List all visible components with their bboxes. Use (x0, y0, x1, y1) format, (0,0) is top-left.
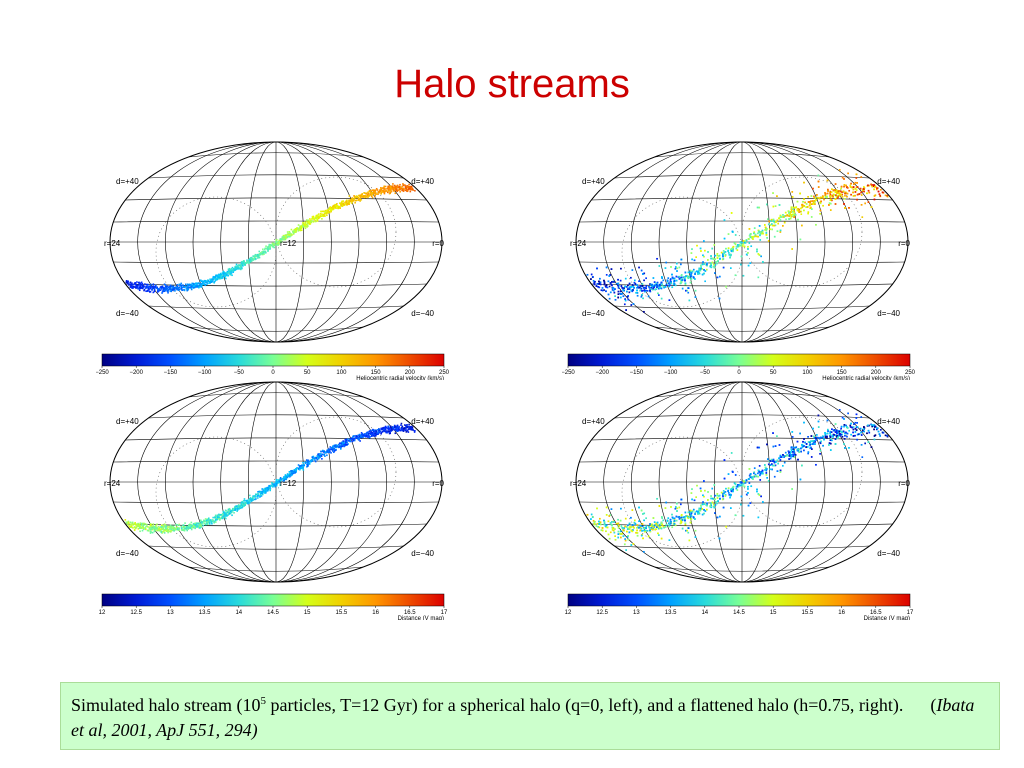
sky-map-svg: d=+40 d=+40d=−40 d=−40r=24 r=0−250 −200 −150−… (562, 141, 916, 380)
colorbar-tick-label: 13 (167, 610, 174, 616)
caption-citation: Ibata et al, 2001, ApJ 551, 294) (71, 695, 975, 740)
dec-label-south-left: d=−40 (116, 549, 139, 558)
dec-label-north-right: d=+40 (877, 417, 900, 426)
colorbar-tick-label: 100 (802, 370, 813, 376)
colorbar-tick-label: 17 (907, 610, 914, 616)
dec-label-north-left: d=+40 (116, 417, 139, 426)
colorbar-tick-label: 14 (235, 610, 242, 616)
colorbar-tick-label: 16 (372, 610, 379, 616)
colorbar-tick-label: 12 (565, 610, 572, 616)
ra-label-left: r=24 (104, 479, 121, 488)
colorbar-tick-label: 100 (336, 370, 347, 376)
dec-label-north-right: d=+40 (877, 177, 900, 186)
slide-title: Halo streams (394, 62, 630, 106)
dec-label-south-right: d=−40 (411, 549, 434, 558)
colorbar-tick-label: 0 (737, 370, 741, 376)
caption-exponent: 5 (260, 695, 266, 707)
sky-map-top-right: d=+40 d=+40 d=−40 d=−40 r=24 r=0 −250 −200 −150−… (562, 140, 922, 380)
stream-particles (124, 422, 416, 534)
dec-label-north-right: d=+40 (411, 417, 434, 426)
colorbar-tick-label: 12.5 (130, 610, 142, 616)
sky-map-svg: d=+40 d=+40d=−40 d=−40r=24 r=12 r=0−250 −200−… (96, 141, 450, 380)
colorbar-tick-label: 16 (838, 610, 845, 616)
colorbar-tick-label: 50 (304, 370, 311, 376)
colorbar-tick-label: 50 (770, 370, 777, 376)
colorbar: 12 12.5 13 13.5 14 14.5 15 15.5 16 16.5 17Distance… (99, 593, 448, 620)
colorbar-tick-label: −50 (700, 370, 711, 376)
colorbar-tick-label: −200 (595, 370, 609, 376)
colorbar-tick-label: 0 (271, 370, 275, 376)
colorbar-tick-label: −200 (129, 370, 143, 376)
colorbar-tick-label: 200 (871, 370, 882, 376)
dec-label-north-left: d=+40 (116, 177, 139, 186)
colorbar-tick-label: 16.5 (404, 610, 416, 616)
colorbar-tick-label: 15 (304, 610, 311, 616)
ra-label-right: r=0 (898, 479, 910, 488)
colorbar-tick-label: 13.5 (665, 610, 677, 616)
colorbar-tick-label: 15.5 (802, 610, 814, 616)
colorbar-tick-label: −250 (562, 370, 575, 376)
stream-particles (125, 183, 416, 294)
colorbar-tick-label: 17 (441, 610, 448, 616)
ra-label-mid: r=12 (280, 479, 297, 488)
caption-box: Simulated halo stream (105 particles, T=… (60, 682, 1000, 750)
colorbar-tick-label: −50 (234, 370, 245, 376)
dec-label-south-right: d=−40 (877, 309, 900, 318)
colorbar-tick-label: 250 (439, 370, 450, 376)
colorbar-label: Distance (V mag) (398, 616, 444, 620)
colorbar-tick-label: 12 (99, 610, 106, 616)
colorbar-tick-label: 200 (405, 370, 416, 376)
stream-particles (586, 169, 889, 313)
colorbar-tick-label: 250 (905, 370, 916, 376)
colorbar: −250 −200 −150 −100 −50 0 50 100 150 200 250Helioc… (96, 353, 450, 380)
sky-map-top-left: d=+40 d=+40 d=−40 d=−40 r=24 r=12 r=0 −250 −200−… (96, 140, 456, 380)
ra-label-left: r=24 (104, 239, 121, 248)
colorbar-label: Heliocentric radial velocity (km/s) (356, 376, 444, 380)
dec-label-south-right: d=−40 (877, 549, 900, 558)
dec-label-north-right: d=+40 (411, 177, 434, 186)
colorbar-label: Distance (V mag) (864, 616, 910, 620)
colorbar-tick-label: 13.5 (199, 610, 211, 616)
colorbar-tick-label: 150 (837, 370, 848, 376)
colorbar-tick-label: 13 (633, 610, 640, 616)
colorbar-tick-label: 15 (770, 610, 777, 616)
ra-label-mid: r=12 (280, 239, 297, 248)
dec-label-south-left: d=−40 (582, 549, 605, 558)
ra-label-right: r=0 (432, 479, 444, 488)
colorbar-tick-label: 14.5 (733, 610, 745, 616)
ra-label-left: r=24 (570, 239, 587, 248)
caption-text: Simulated halo stream (10 (71, 695, 261, 715)
colorbar-tick-label: 14.5 (267, 610, 279, 616)
ra-label-right: r=0 (432, 239, 444, 248)
colorbar-tick-label: −250 (96, 370, 109, 376)
colorbar: 12 12.5 13 13.5 14 14.5 15 15.5 16 16.5 17Distance… (565, 593, 914, 620)
dec-label-south-left: d=−40 (582, 309, 605, 318)
sky-map-svg: d=+40 d=+40d=−40 d=−40r=24 r=012 12.5 13 13.5 1… (565, 381, 914, 620)
colorbar-tick-label: 16.5 (870, 610, 882, 616)
dec-label-south-right: d=−40 (411, 309, 434, 318)
colorbar-tick-label: 15.5 (336, 610, 348, 616)
ra-label-left: r=24 (570, 479, 587, 488)
colorbar-tick-label: −150 (630, 370, 644, 376)
sky-map-bottom-left: d=+40 d=+40 d=−40 d=−40 r=24 r=12 r=0 12 12.5 13 1… (96, 380, 456, 620)
colorbar-tick-label: −150 (164, 370, 178, 376)
caption-citation-paren: ( (930, 695, 937, 715)
dec-label-north-left: d=+40 (582, 177, 605, 186)
stream-particles (586, 409, 889, 553)
caption-text-cont: particles, T=12 Gyr) for a spherical hal… (265, 695, 904, 715)
colorbar-tick-label: 14 (701, 610, 708, 616)
colorbar-tick-label: −100 (198, 370, 212, 376)
coordinate-grid (575, 381, 909, 583)
sky-map-svg: d=+40 d=+40d=−40 d=−40r=24 r=12 r=012 12.5 13 1… (99, 381, 448, 620)
dec-label-north-left: d=+40 (582, 417, 605, 426)
colorbar: −250 −200 −150 −100 −50 0 50 100 150 200 250Helioc… (562, 353, 916, 380)
colorbar-tick-label: −100 (664, 370, 678, 376)
colorbar-label: Heliocentric radial velocity (km/s) (822, 376, 910, 380)
colorbar-tick-label: 12.5 (596, 610, 608, 616)
sky-map-bottom-right: d=+40 d=+40 d=−40 d=−40 r=24 r=0 12 12.5 13 13.5 1… (562, 380, 922, 620)
dec-label-south-left: d=−40 (116, 309, 139, 318)
ra-label-right: r=0 (898, 239, 910, 248)
colorbar-tick-label: 150 (371, 370, 382, 376)
